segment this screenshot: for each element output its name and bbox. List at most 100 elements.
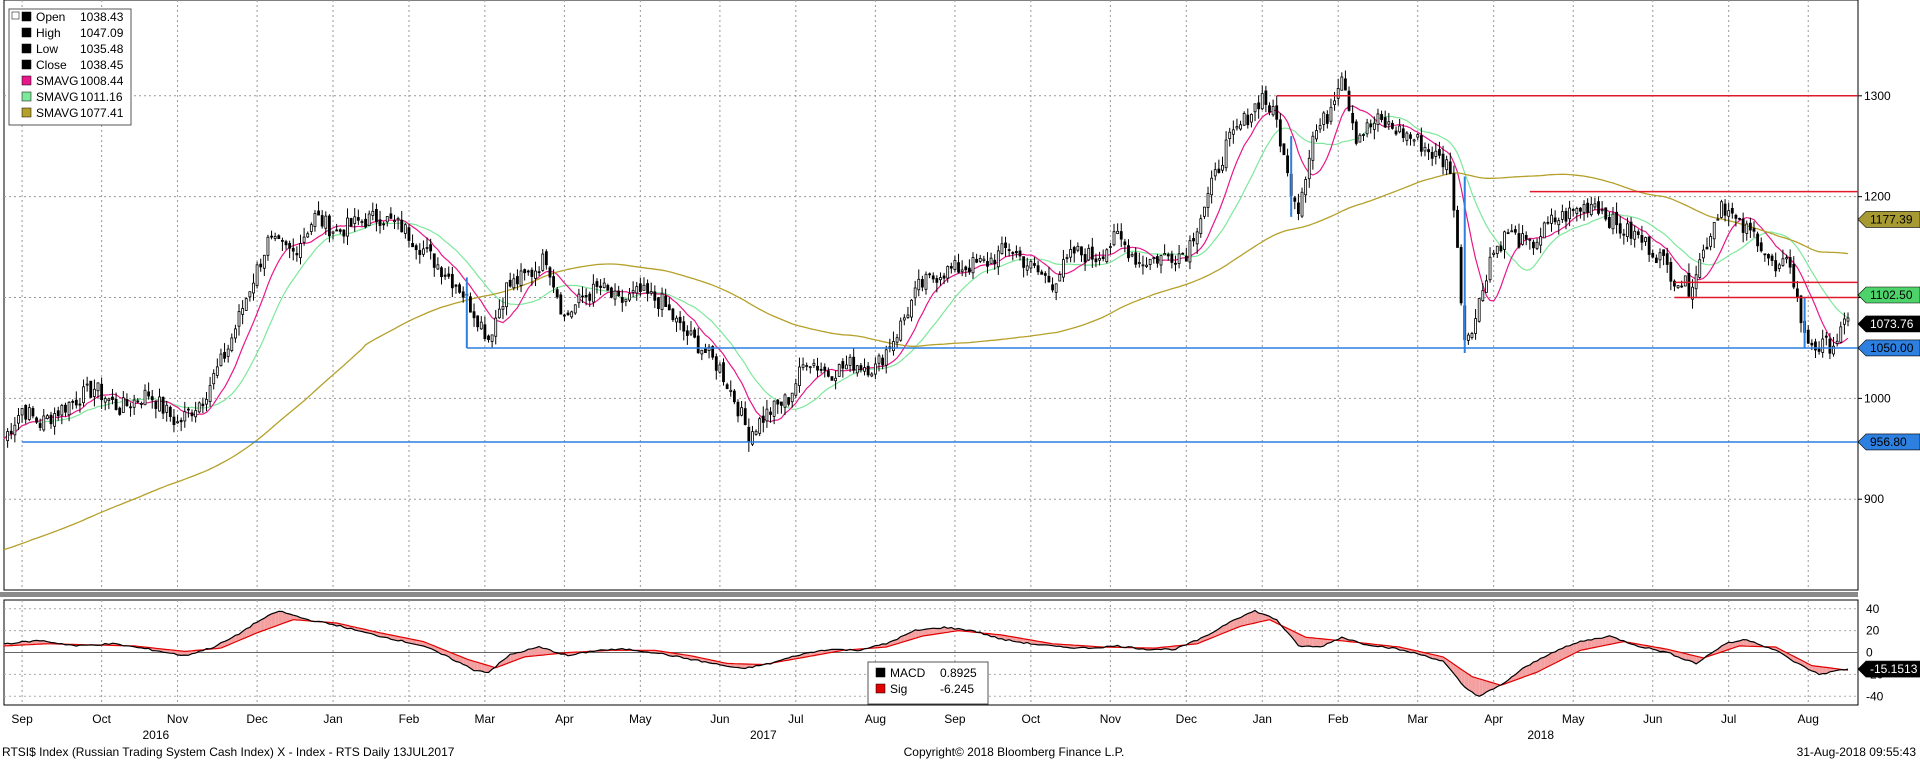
candle-body [1127,246,1129,258]
candle-body [1073,247,1075,253]
candle-body [1384,118,1386,127]
candle-body [1171,254,1173,262]
candle-body [1391,123,1393,128]
candle-body [976,259,978,262]
candle-body [997,251,999,267]
candle-body [1652,253,1654,257]
candle-body [1460,247,1462,302]
candle-body [1420,136,1422,152]
month-tick-label: Mar [1407,712,1428,726]
candle-body [256,265,258,286]
candle-body [332,232,334,233]
candle-body [54,414,56,427]
candle-body [1547,222,1549,223]
candle [256,262,258,289]
candle-body [1655,258,1657,263]
candle-body [379,220,381,226]
candle-body [878,356,880,363]
legend-swatch [22,12,31,21]
candle-body [892,342,894,351]
candle-body [1113,232,1115,245]
candle-body [860,366,862,370]
candle-body [1135,253,1137,264]
candle-body [144,390,146,405]
candle-body [983,259,985,260]
candle-body [1485,281,1487,293]
legend-value: 1038.43 [80,10,124,24]
candle-body [647,284,649,294]
candle-body [1008,250,1010,251]
candle-body [1185,256,1187,261]
candle-body [943,276,945,278]
macd-histogram-fill [1476,678,1480,696]
candle-body [1240,125,1242,129]
month-tick-label: Jun [710,712,729,726]
candle-body [86,384,88,385]
legend-label: Low [36,42,58,56]
candle-body [1359,135,1361,142]
candle [759,417,761,436]
candle-body [629,294,631,300]
candle-body [281,240,283,241]
candle-body [1265,91,1267,105]
candle-body [770,412,772,415]
candle-body [1297,203,1299,214]
candle-body [1330,107,1332,121]
candle-body [459,285,461,293]
candle-body [36,418,38,422]
month-tick-label: Aug [1798,712,1819,726]
candle-body [1435,151,1437,156]
candle-body [560,295,562,314]
candle-body [130,407,132,408]
candle-body [1775,261,1777,271]
candle-body [1829,339,1831,353]
value-tag-text: 956.80 [1870,435,1907,449]
macd-histogram-fill [1588,640,1592,649]
candle-body [643,285,645,290]
price-axis-tick-label: 1200 [1864,190,1891,204]
candle-body [1417,135,1419,138]
legend-label: SMAVG [36,74,78,88]
candle-body [1449,162,1451,174]
candle-body [484,325,486,339]
candle-body [1373,123,1375,129]
candle-body [1381,114,1383,119]
candle-body [1088,248,1090,259]
candle-body [209,386,211,402]
candle [1684,275,1686,286]
candle-body [155,402,157,409]
month-tick-label: Feb [399,712,420,726]
month-tick-label: May [1562,712,1585,726]
candle-body [979,258,981,261]
candle-body [321,216,323,227]
candle-body [1739,218,1741,219]
candle-body [690,331,692,334]
candle-body [1663,250,1665,256]
candle-body [1193,238,1195,240]
candle-body [350,218,352,226]
candle-body [151,397,153,400]
candle-body [1601,210,1603,211]
candle-body [1041,272,1043,274]
candle-body [1221,165,1223,170]
macd-histogram-fill [1248,612,1252,624]
candle-body [1504,232,1506,250]
candle-body [1478,298,1480,321]
candle-body [918,279,920,289]
candle-body [292,248,294,251]
candle-body [444,275,446,276]
candle-body [596,282,598,287]
month-tick-label: Oct [92,712,111,726]
candle-body [867,366,869,375]
candle-body [1055,284,1057,292]
candle-body [704,348,706,353]
candle-body [925,274,927,289]
candle-body [885,350,887,365]
candle-body [683,322,685,331]
candle-body [122,398,124,413]
candle-body [17,416,19,424]
candle-body [1511,231,1513,232]
candle-body [148,392,150,396]
candle-body [896,338,898,343]
candle-body [64,405,66,412]
